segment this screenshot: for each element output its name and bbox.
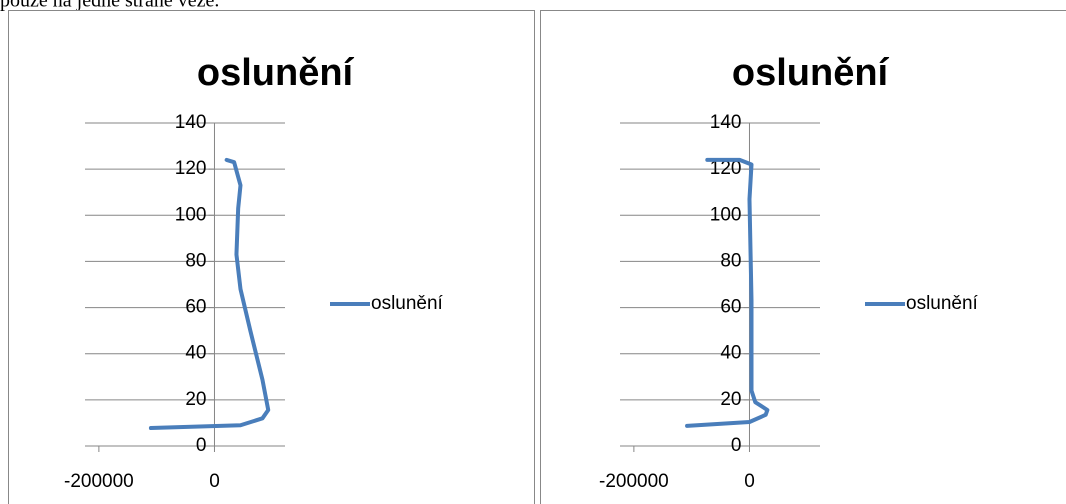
- legend-label: oslunění: [371, 293, 444, 314]
- y-tick-label: 140: [710, 112, 742, 133]
- y-tick-label: 60: [720, 297, 741, 318]
- chart-frame: [8, 10, 535, 504]
- y-tick-label: 120: [175, 158, 207, 179]
- y-tick-label: 40: [185, 343, 206, 364]
- data-line: [148, 157, 271, 431]
- data-line: [685, 157, 770, 428]
- y-tick-label: 80: [720, 250, 741, 271]
- y-tick-label: 100: [710, 204, 742, 225]
- y-tick-label: 60: [185, 297, 206, 318]
- x-tick-label: 0: [744, 471, 755, 492]
- y-tick-label: 0: [196, 435, 207, 456]
- y-tick-label: 120: [710, 158, 742, 179]
- x-tick-label: 0: [209, 471, 220, 492]
- chart-title: oslunění: [732, 52, 890, 94]
- y-tick-label: 140: [175, 112, 207, 133]
- y-tick-label: 100: [175, 204, 207, 225]
- y-tick-label: 20: [720, 389, 741, 410]
- chart-frame: [540, 10, 1066, 504]
- legend-label: oslunění: [906, 293, 979, 314]
- caption: pouze na jedné straně věže.: [0, 0, 219, 12]
- y-tick-label: 80: [185, 250, 206, 271]
- x-tick-label: -200000: [64, 471, 134, 492]
- chart-title: oslunění: [197, 52, 355, 94]
- y-tick-label: 20: [185, 389, 206, 410]
- x-tick-label: -200000: [599, 471, 669, 492]
- y-tick-label: 0: [731, 435, 742, 456]
- y-tick-label: 40: [720, 343, 741, 364]
